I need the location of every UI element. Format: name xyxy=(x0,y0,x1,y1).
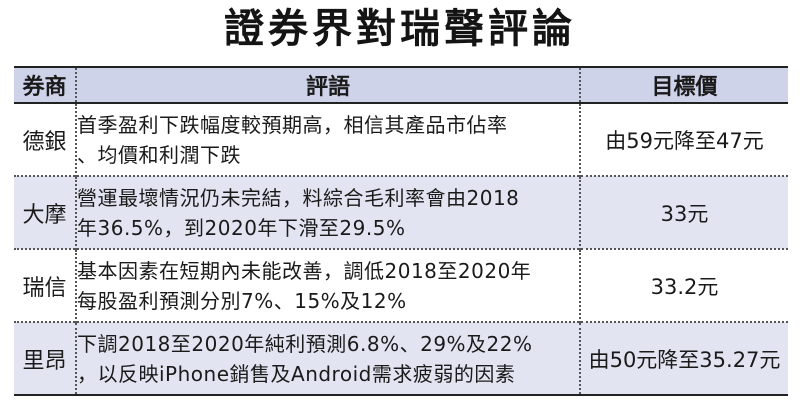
comment-line: 每股盈利預測分別7%、15%及12% xyxy=(77,288,407,313)
broker-comment-table: 券商 評語 目標價 德銀 首季盈利下跌幅度較預期高，相信其產品市佔率 、均價和利… xyxy=(14,66,788,396)
table-body: 德銀 首季盈利下跌幅度較預期高，相信其產品市佔率 、均價和利潤下跌 由59元降至… xyxy=(14,103,788,395)
broker-name: 德銀 xyxy=(14,103,77,176)
table-row: 瑞信 基本因素在短期內未能改善，調低2018至2020年 每股盈利預測分別7%、… xyxy=(14,249,788,322)
comment-line: 年36.5%，到2020年下滑至29.5% xyxy=(77,215,406,240)
broker-name: 大摩 xyxy=(14,176,77,249)
header-broker: 券商 xyxy=(14,67,77,103)
comment-line: ，以反映iPhone銷售及Android需求疲弱的因素 xyxy=(77,361,516,386)
comment-cell: 下調2018至2020年純利預測6.8%、29%及22% ，以反映iPhone銷… xyxy=(76,322,581,395)
comment-line: 下調2018至2020年純利預測6.8%、29%及22% xyxy=(77,331,533,356)
comment-cell: 基本因素在短期內未能改善，調低2018至2020年 每股盈利預測分別7%、15%… xyxy=(76,249,581,322)
table-row: 里昂 下調2018至2020年純利預測6.8%、29%及22% ，以反映iPho… xyxy=(14,322,788,395)
target-price: 33元 xyxy=(660,201,709,226)
target-price: 由59元降至47元 xyxy=(605,128,764,153)
comment-line: 基本因素在短期內未能改善，調低2018至2020年 xyxy=(77,258,532,283)
header-comment: 評語 xyxy=(76,67,581,103)
comment-cell: 首季盈利下跌幅度較預期高，相信其產品市佔率 、均價和利潤下跌 xyxy=(76,103,581,176)
comment-line: 、均價和利潤下跌 xyxy=(77,142,241,167)
comment-cell: 營運最壞情況仍未完結，料綜合毛利率會由2018 年36.5%，到2020年下滑至… xyxy=(76,176,581,249)
table-row: 德銀 首季盈利下跌幅度較預期高，相信其產品市佔率 、均價和利潤下跌 由59元降至… xyxy=(14,103,788,176)
broker-name: 瑞信 xyxy=(14,249,77,322)
page-title: 證券界對瑞聲評論 xyxy=(224,5,576,52)
comment-line: 首季盈利下跌幅度較預期高，相信其產品市佔率 xyxy=(77,112,508,137)
header-target-price: 目標價 xyxy=(651,75,718,100)
table-header: 券商 評語 目標價 xyxy=(14,67,788,103)
header-row: 券商 評語 目標價 xyxy=(14,67,788,103)
table-row: 大摩 營運最壞情況仍未完結，料綜合毛利率會由2018 年36.5%，到2020年… xyxy=(14,176,788,249)
broker-name: 里昂 xyxy=(14,322,77,395)
target-price: 33.2元 xyxy=(650,274,719,299)
comment-line: 營運最壞情況仍未完結，料綜合毛利率會由2018 xyxy=(77,185,520,210)
target-price: 由50元降至35.27元 xyxy=(588,347,781,372)
